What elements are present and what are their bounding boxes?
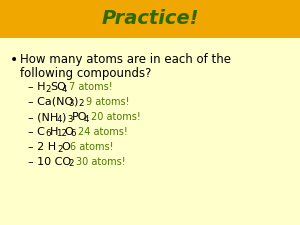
- Text: 12: 12: [56, 130, 67, 139]
- Text: 24 atoms!: 24 atoms!: [78, 127, 127, 137]
- Text: O: O: [64, 127, 73, 137]
- Text: – (NH: – (NH: [28, 112, 58, 122]
- Text: – H: – H: [28, 82, 46, 92]
- Text: ): ): [61, 112, 66, 122]
- Text: ): ): [73, 97, 77, 107]
- Text: •: •: [10, 53, 18, 67]
- Text: 3: 3: [69, 99, 74, 108]
- Text: 2: 2: [69, 160, 74, 169]
- Text: 6: 6: [45, 130, 51, 139]
- Text: Practice!: Practice!: [101, 9, 199, 29]
- Text: 6 atoms!: 6 atoms!: [70, 142, 114, 152]
- Text: 2: 2: [79, 99, 84, 108]
- Text: – Ca(NO: – Ca(NO: [28, 97, 73, 107]
- Text: 9 atoms!: 9 atoms!: [86, 97, 130, 107]
- Text: H: H: [50, 127, 58, 137]
- Text: 2: 2: [45, 85, 51, 94]
- Text: – 2 H: – 2 H: [28, 142, 56, 152]
- Text: 4: 4: [57, 115, 62, 124]
- Bar: [0, 0, 300, 38]
- Text: PO: PO: [72, 112, 87, 122]
- Text: O: O: [61, 142, 70, 152]
- Text: 20 atoms!: 20 atoms!: [91, 112, 140, 122]
- Text: 30 atoms!: 30 atoms!: [76, 157, 126, 167]
- Text: 6: 6: [70, 130, 76, 139]
- Text: 4: 4: [61, 85, 67, 94]
- Text: 4: 4: [83, 115, 89, 124]
- Text: – 10 CO: – 10 CO: [28, 157, 71, 167]
- Text: 7 atoms!: 7 atoms!: [69, 82, 112, 92]
- Text: 3: 3: [67, 115, 73, 124]
- Text: SO: SO: [50, 82, 66, 92]
- Text: 2: 2: [57, 144, 62, 153]
- Text: – C: – C: [28, 127, 45, 137]
- Text: How many atoms are in each of the: How many atoms are in each of the: [20, 53, 231, 66]
- Text: following compounds?: following compounds?: [20, 67, 152, 80]
